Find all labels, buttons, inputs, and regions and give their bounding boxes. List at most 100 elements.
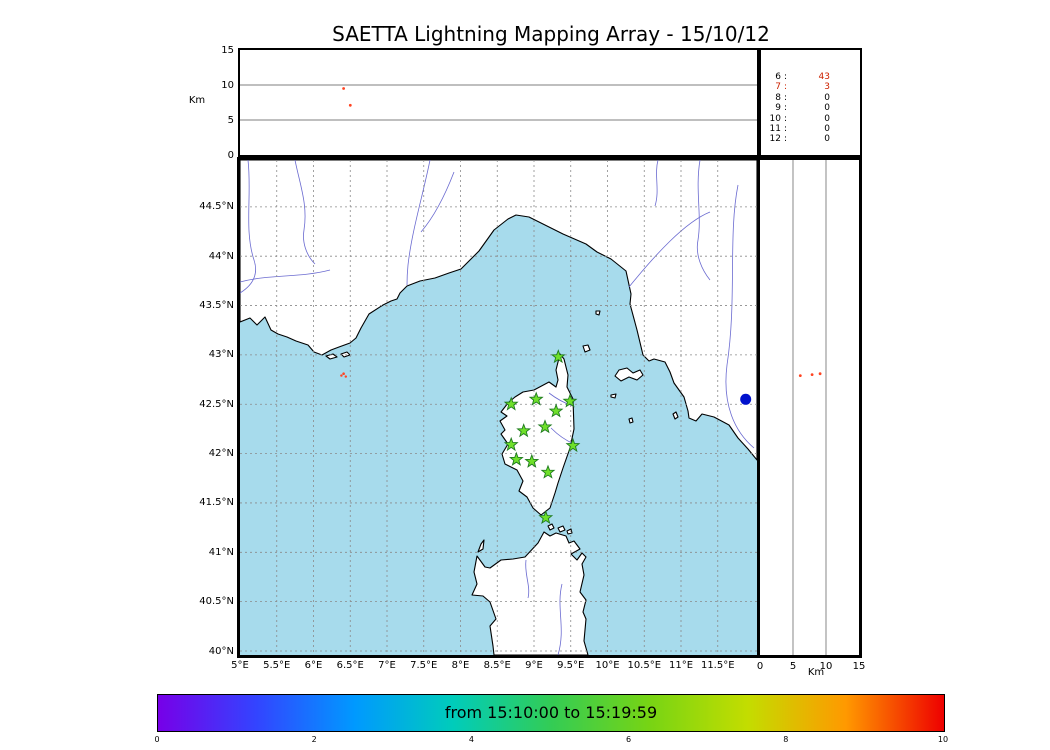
lat-tick-label: 44.5°N <box>199 201 234 213</box>
lon-tick-label: 8°E <box>451 660 470 671</box>
station-count-row: 7: 3 <box>763 82 860 92</box>
lightning-source-dot <box>798 374 802 377</box>
station-count-row: 9: 0 <box>763 103 860 113</box>
lon-tick-label: 8.5°E <box>483 660 511 671</box>
lon-tick-label: 6°E <box>304 660 323 671</box>
station-star <box>508 451 524 466</box>
colorbar-tick-label: 2 <box>311 735 317 744</box>
count-level: 7 <box>775 82 781 93</box>
lon-tick-label: 11.5°E <box>700 660 735 671</box>
count-level: 12 <box>769 134 781 145</box>
station-star <box>528 391 544 406</box>
sardinia-island <box>471 531 589 655</box>
lon-tick-label: 7°E <box>378 660 396 671</box>
lat-tick-label: 42.5°N <box>199 398 234 410</box>
top-panel-y-axis-unit: Km <box>188 95 206 106</box>
landmass <box>240 160 757 655</box>
lon-tick-label: 9°E <box>525 660 543 671</box>
lightning-source-dot <box>344 375 347 378</box>
station-star <box>503 396 519 411</box>
lightning-source-dot <box>342 372 345 375</box>
figure-title: SAETTA Lightning Mapping Array - 15/10/1… <box>332 22 770 46</box>
lat-tick-label: 41.5°N <box>199 497 234 509</box>
colorbar-tick-label: 0 <box>154 735 160 744</box>
station-star <box>548 403 564 418</box>
station-counts-list: 6: 43 7: 3 8: 0 9: 0 10: 0 11: 0 12: 0 <box>761 50 860 145</box>
colorbar-tick-label: 6 <box>626 735 632 744</box>
station-star <box>538 509 554 525</box>
station-star <box>516 423 532 438</box>
count-value: 0 <box>824 124 830 135</box>
corsica-island <box>499 353 575 516</box>
lat-tick-label: 43°N <box>208 349 234 361</box>
mainland-coastline <box>240 160 757 461</box>
right-panel-x-axis-unit: Km <box>807 667 825 678</box>
altitude-latitude-panel <box>760 157 862 658</box>
count-value: 0 <box>824 103 830 114</box>
lightning-source-dot <box>340 374 343 377</box>
altitude-tick-label: 0 <box>227 149 234 161</box>
station-count-row: 10: 0 <box>763 114 860 124</box>
lightning-source-dot <box>818 372 822 376</box>
station-star <box>540 464 556 479</box>
count-colon: : <box>783 92 788 103</box>
count-colon: : <box>783 72 788 82</box>
altitude-tick-label: 15 <box>221 44 234 56</box>
station-counts-panel: 6: 43 7: 3 8: 0 9: 0 10: 0 11: 0 12: 0 <box>759 48 862 157</box>
lon-tick-label: 9.5°E <box>557 660 585 671</box>
lightning-source-dot <box>348 103 352 107</box>
lat-tick-label: 40°N <box>208 645 234 657</box>
lat-tick-label: 40.5°N <box>199 596 234 608</box>
altitude-tick-label: 15 <box>852 661 866 672</box>
count-colon: : <box>783 82 788 93</box>
lon-tick-label: 11°E <box>668 660 694 671</box>
lon-tick-label: 5.5°E <box>263 660 291 671</box>
lon-tick-label: 6.5°E <box>336 660 364 671</box>
lon-tick-label: 10.5°E <box>627 660 662 671</box>
colorbar-tick-label: 4 <box>468 735 474 744</box>
count-level: 6 <box>775 72 781 82</box>
lat-tick-label: 41°N <box>208 546 234 558</box>
count-level: 9 <box>775 103 781 114</box>
rivers <box>240 160 755 655</box>
lat-tick-label: 43.5°N <box>199 300 234 312</box>
colorbar-label: from 15:10:00 to 15:19:59 <box>444 703 658 722</box>
station-star <box>503 436 519 452</box>
count-value: 43 <box>818 72 830 82</box>
count-colon: : <box>783 134 788 145</box>
altitude-tick-label: 5 <box>227 114 234 126</box>
geographic-map <box>240 160 757 655</box>
count-value: 0 <box>824 92 830 103</box>
count-colon: : <box>783 103 788 114</box>
lon-tick-label: 10°E <box>595 660 620 671</box>
altitude-tick-label: 0 <box>756 661 764 672</box>
altitude-tick-label: 10 <box>221 79 234 91</box>
count-level: 11 <box>769 124 781 135</box>
lightning-source-dot <box>342 87 345 90</box>
time-colorbar: from 15:10:00 to 15:19:59 <box>157 694 945 732</box>
station-star <box>524 453 540 468</box>
station-count-row: 8: 0 <box>763 93 860 103</box>
lat-tick-label: 44°N <box>208 250 234 262</box>
count-value: 0 <box>824 134 830 145</box>
station-star <box>565 437 581 453</box>
station-star <box>550 349 566 364</box>
station-star <box>537 419 553 434</box>
count-level: 8 <box>775 92 781 103</box>
map-panel <box>237 157 760 658</box>
altitude-tick-label: 10 <box>819 661 833 672</box>
count-value: 0 <box>824 113 830 124</box>
altitude-longitude-plot <box>240 84 757 121</box>
lat-tick-label: 42°N <box>208 448 234 460</box>
station-star <box>562 393 578 408</box>
lightning-source-dot <box>810 373 814 376</box>
lon-tick-label: 5°E <box>231 660 249 671</box>
station-count-row: 11: 0 <box>763 124 860 134</box>
count-value: 3 <box>824 82 830 93</box>
altitude-longitude-panel <box>238 48 759 157</box>
station-count-row: 12: 0 <box>763 134 860 144</box>
colorbar-tick-label: 10 <box>937 735 949 744</box>
altitude-tick-label: 5 <box>789 661 797 672</box>
lightning-source-dot <box>740 393 752 405</box>
